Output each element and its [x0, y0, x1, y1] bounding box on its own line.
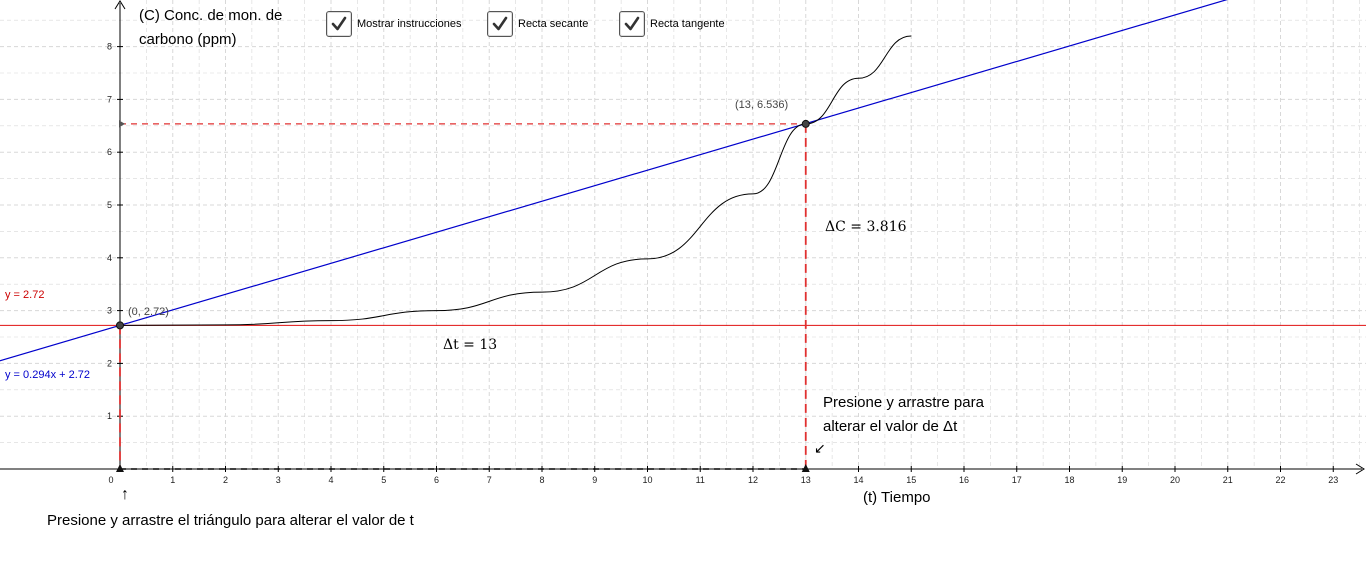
axes [0, 0, 1365, 475]
plot-points[interactable] [116, 119, 810, 472]
x-tick-label: 1 [170, 475, 175, 485]
plot-lines [0, 0, 1366, 470]
secant-line [0, 0, 1228, 362]
x-tick-label: 21 [1223, 475, 1233, 485]
x-axis-title: (t) Tiempo [863, 489, 931, 506]
x-tick-label: 11 [696, 475, 705, 485]
hint-drag-t: Presione y arrastre el triángulo para al… [47, 512, 414, 529]
x-axis-arrow-icon [1355, 463, 1365, 475]
y-axis-title-line1: (C) Conc. de mon. de [139, 7, 283, 24]
checkbox-recta-secante[interactable]: Recta secante [487, 10, 588, 38]
checkbox-check-icon[interactable] [326, 11, 352, 37]
delta-t-label: Δt = 13 [443, 337, 498, 353]
drag-triangle-icon[interactable] [116, 464, 124, 472]
delta-c-label: ΔC = 3.816 [825, 219, 907, 235]
checkbox-label: Mostrar instrucciones [357, 18, 462, 30]
x-tick-label: 23 [1328, 475, 1338, 485]
checkbox-check-icon[interactable] [487, 11, 513, 37]
checkbox-check-icon[interactable] [619, 11, 645, 37]
y-tick-label: 3 [107, 306, 112, 316]
x-tick-label: 10 [642, 475, 652, 485]
x-tick-label: 3 [276, 475, 281, 485]
x-tick-label: 22 [1275, 475, 1285, 485]
y-tick-label: 7 [107, 94, 112, 104]
point-b-label: (13, 6.536) [735, 99, 789, 111]
x-tick-label: 2 [223, 475, 228, 485]
arrow-down-left-icon: ↙ [814, 440, 826, 456]
y-axis-marker-icon [119, 120, 125, 128]
point[interactable] [116, 321, 124, 330]
x-tick-label: 19 [1117, 475, 1127, 485]
checkbox-label: Recta secante [518, 18, 589, 30]
drag-triangle-icon[interactable] [801, 464, 810, 472]
hint-drag-dt-line2: alterar el valor de Δt [823, 418, 958, 435]
hint-drag-dt-line1: Presione y arrastre para [823, 394, 984, 411]
x-tick-label: 13 [801, 475, 811, 485]
y-tick-label: 5 [107, 200, 112, 210]
y-tick-label: 6 [107, 147, 112, 157]
grid [0, 0, 1366, 469]
function-curve [119, 35, 912, 326]
point[interactable] [801, 119, 810, 128]
checkbox-recta-tangente[interactable]: Recta tangente [619, 10, 725, 38]
x-tick-label: 14 [853, 475, 863, 485]
x-tick-label: 17 [1012, 475, 1022, 485]
x-tick-label: 20 [1170, 475, 1180, 485]
x-tick-label: 8 [539, 475, 544, 485]
x-tick-label: 4 [328, 475, 333, 485]
y-tick-label: 8 [107, 42, 112, 52]
x-tick-label: 5 [381, 475, 386, 485]
y-tick-labels: 1 2 3 4 5 6 7 8 [107, 42, 123, 421]
x-tick-label: 0 [108, 475, 113, 485]
y-tick-label: 2 [107, 358, 112, 368]
x-tick-label: 9 [592, 475, 597, 485]
x-tick-label: 12 [748, 475, 758, 485]
secant-line-equation: y = 0.294x + 2.72 [5, 369, 91, 381]
x-tick-labels: 0 1 2 3 4 5 6 7 8 9 10 11 12 13 14 15 16 17 18 19 20 21 22 23 [108, 466, 1338, 485]
horizontal-line-equation: y = 2.72 [5, 289, 45, 301]
x-tick-label: 6 [434, 475, 439, 485]
y-axis-title-line2: carbono (ppm) [139, 31, 237, 48]
y-tick-label: 1 [107, 411, 112, 421]
point-a-label: (0, 2.72) [128, 306, 169, 318]
x-tick-label: 16 [959, 475, 969, 485]
x-tick-label: 7 [487, 475, 492, 485]
x-tick-label: 15 [906, 475, 916, 485]
checkbox-mostrar-instrucciones[interactable]: Mostrar instrucciones [326, 10, 462, 38]
y-tick-label: 4 [107, 253, 112, 263]
y-axis-arrow-icon [114, 0, 126, 10]
arrow-up-icon: ↑ [121, 486, 129, 503]
x-tick-label: 18 [1064, 475, 1074, 485]
checkbox-label: Recta tangente [650, 18, 725, 30]
